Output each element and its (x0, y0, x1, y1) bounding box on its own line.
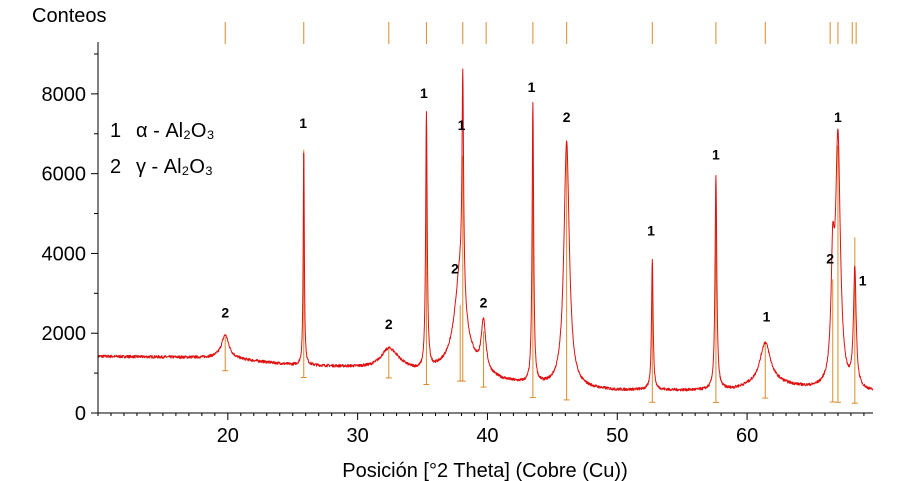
legend: 1 α - Al₂O₃ 2 γ - Al₂O₃ (110, 120, 215, 178)
top-reference-markers (224, 22, 857, 44)
x-axis-title: Posición [°2 Theta] (Cobre (Cu)) (342, 460, 628, 481)
legend-phase-1: α - Al₂O₃ (136, 120, 215, 142)
legend-key-1: 1 (110, 120, 121, 142)
peak-label-11: 1 (712, 147, 720, 163)
y-tick-label-8000: 8000 (42, 84, 87, 106)
y-tick-label-2000: 2000 (42, 323, 87, 345)
legend-phase-2: γ - Al₂O₃ (136, 156, 213, 178)
reference-lines (222, 109, 858, 404)
peak-label-13: 2 (826, 250, 834, 266)
y-axis-ticks: 0 2000 4000 6000 8000 (42, 53, 98, 425)
y-axis-title: Conteos (32, 5, 107, 27)
legend-key-2: 2 (110, 156, 121, 178)
y-tick-label-4000: 4000 (42, 243, 87, 265)
axes (97, 42, 873, 414)
peak-label-12: 1 (763, 308, 771, 324)
x-tick-label-30: 30 (347, 425, 369, 447)
y-tick-label-6000: 6000 (42, 164, 87, 186)
peak-label-5: 2 (451, 260, 459, 276)
x-tick-label-60: 60 (736, 425, 758, 447)
peak-label-14: 1 (834, 109, 842, 125)
peak-label-2: 1 (299, 115, 307, 131)
x-axis-ticks: 20 30 40 50 60 (97, 413, 865, 447)
peak-label-3: 2 (385, 316, 393, 332)
peak-label-1: 2 (221, 304, 229, 320)
peak-label-8: 1 (528, 79, 536, 95)
peak-label-7: 2 (480, 294, 488, 310)
x-tick-label-20: 20 (217, 425, 239, 447)
x-tick-label-50: 50 (606, 425, 628, 447)
x-tick-label-40: 40 (476, 425, 498, 447)
y-tick-label-0: 0 (75, 403, 86, 425)
peak-labels: 2 1 2 1 2 1 2 1 2 1 1 1 2 1 1 (221, 79, 866, 332)
diffraction-pattern-line (97, 68, 874, 392)
peak-label-6: 1 (458, 117, 466, 133)
peak-label-4: 1 (420, 85, 428, 101)
peak-label-15: 1 (859, 272, 867, 288)
peak-label-9: 2 (563, 109, 571, 125)
peak-label-10: 1 (647, 222, 655, 238)
